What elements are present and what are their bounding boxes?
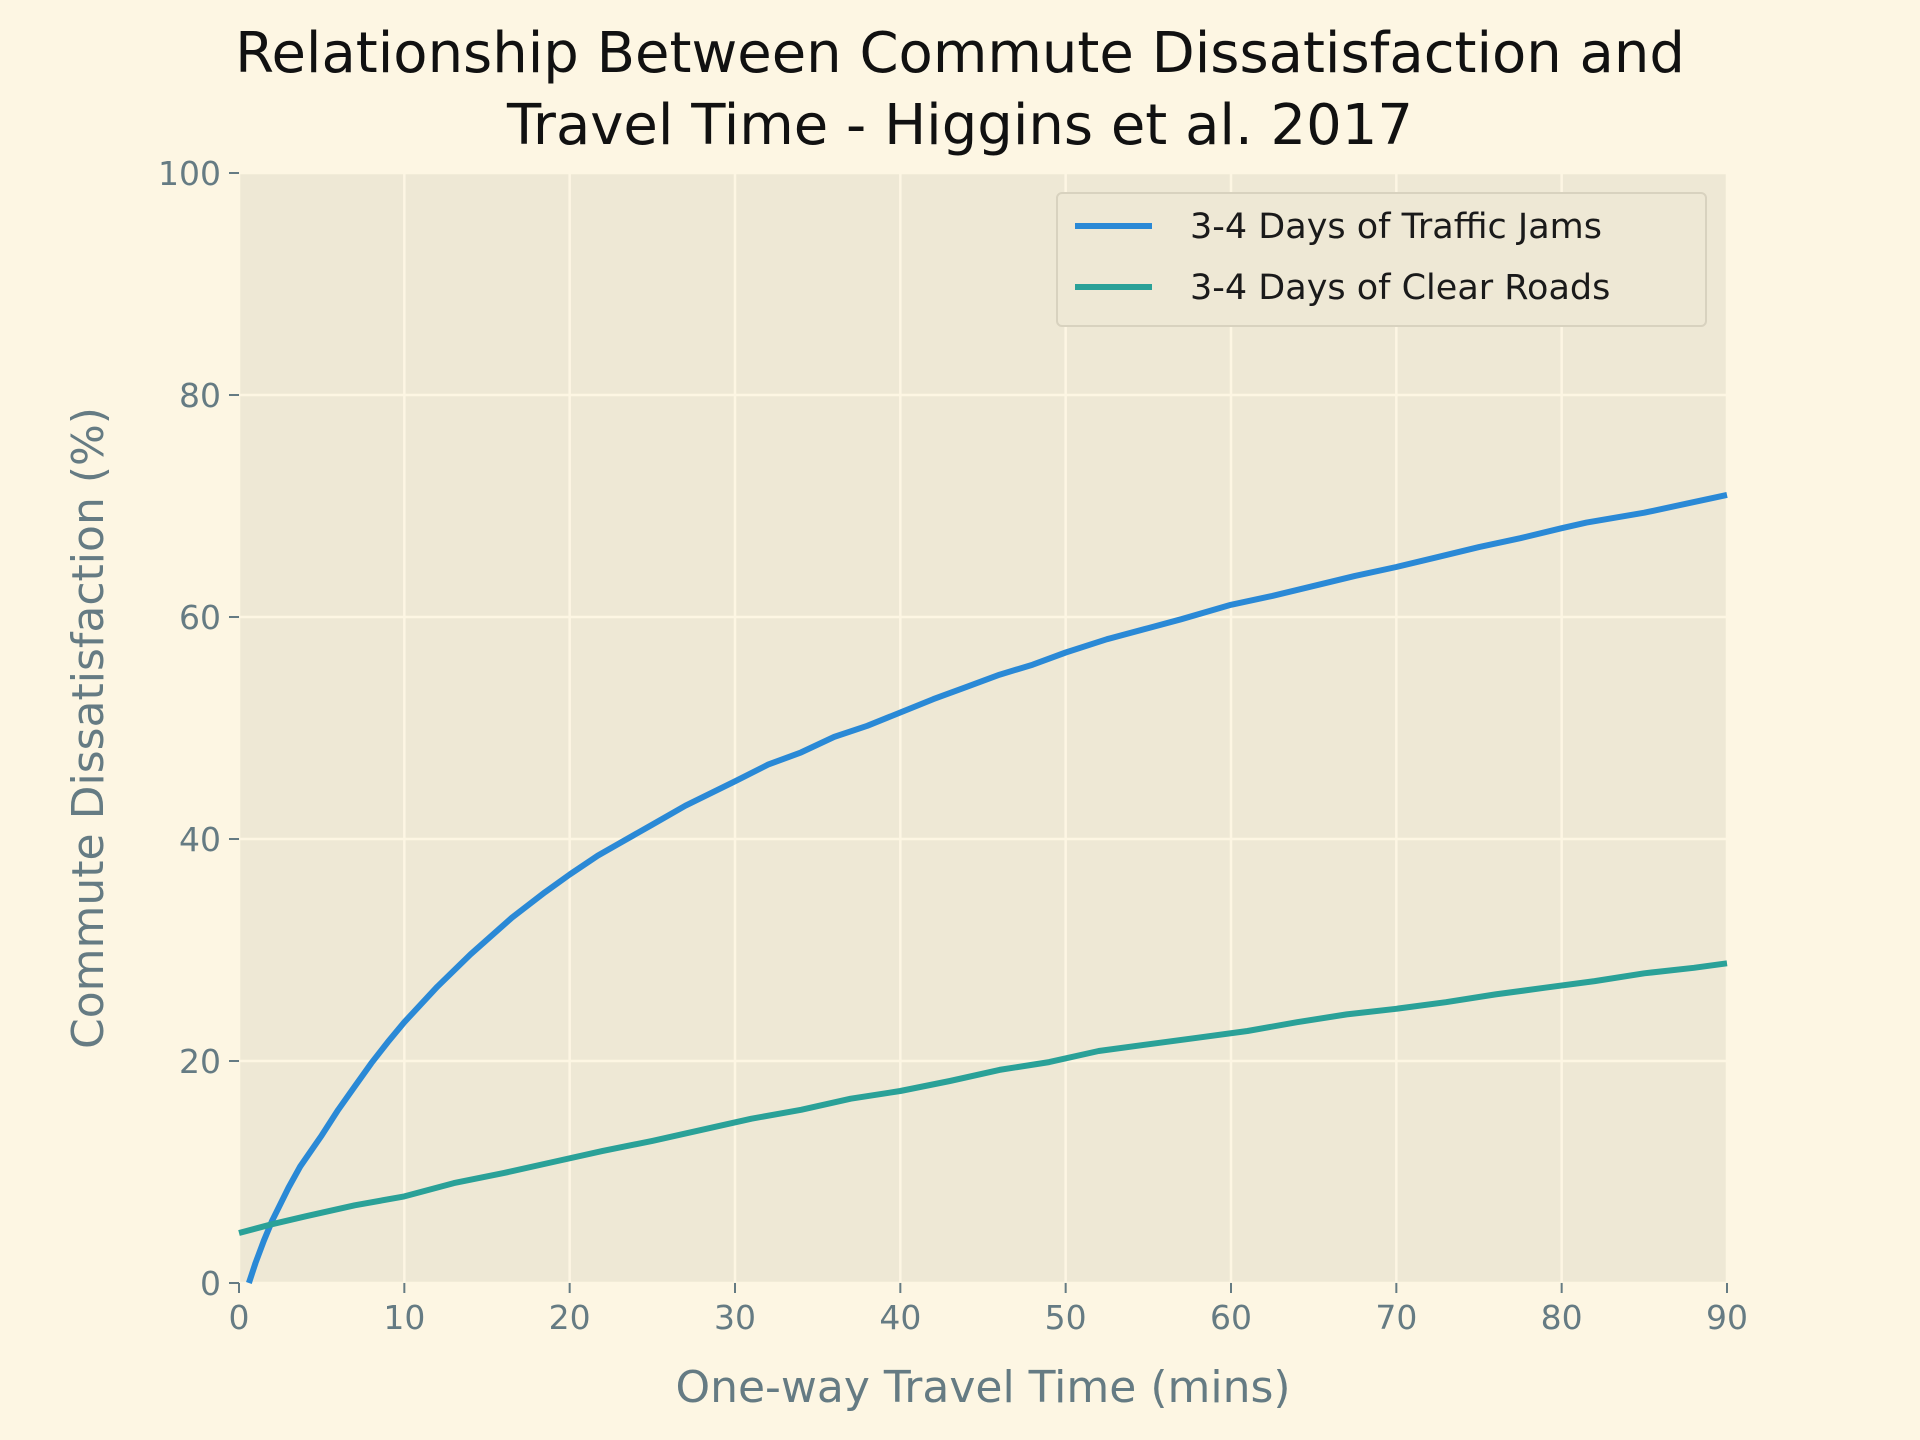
x-tick-label: 90 [1706, 1298, 1748, 1337]
x-tick-label: 70 [1375, 1298, 1417, 1337]
x-tick-label: 0 [229, 1298, 250, 1337]
legend-label-traffic-jams: 3-4 Days of Traffic Jams [1190, 207, 1602, 247]
axis-ticks: 0 10 20 30 40 50 60 70 80 90 0 20 40 60 80 100 [158, 154, 1748, 1337]
legend: 3-4 Days of Traffic Jams 3-4 Days of Cle… [1056, 192, 1707, 327]
chart-title-line-2: Travel Time - Higgins et al. 2017 [506, 93, 1413, 158]
y-tick-label: 60 [179, 598, 221, 637]
grid-lines [237, 171, 1729, 1285]
legend-label-clear-roads: 3-4 Days of Clear Roads [1190, 268, 1610, 308]
legend-box [1056, 192, 1707, 327]
series-line-0 [246, 491, 1728, 1284]
x-tick-label: 50 [1045, 1298, 1087, 1337]
y-tick-label: 0 [200, 1264, 221, 1303]
plot-area [239, 173, 1727, 1283]
x-axis-label: One-way Travel Time (mins) [675, 1362, 1290, 1413]
x-tick-label: 30 [714, 1298, 756, 1337]
series-line-1 [238, 960, 1728, 1236]
series-lines [238, 491, 1728, 1284]
x-tick-label: 60 [1210, 1298, 1252, 1337]
chart-title-line-1: Relationship Between Commute Dissatisfac… [235, 21, 1685, 86]
x-tick-label: 80 [1541, 1298, 1583, 1337]
x-tick-label: 40 [879, 1298, 921, 1337]
x-tick-label: 20 [549, 1298, 591, 1337]
y-axis-label: Commute Dissatisfaction (%) [63, 407, 114, 1049]
y-tick-label: 40 [179, 820, 221, 859]
y-tick-label: 80 [179, 376, 221, 415]
x-tick-label: 10 [383, 1298, 425, 1337]
y-tick-label: 100 [158, 154, 221, 193]
y-tick-label: 20 [179, 1042, 221, 1081]
